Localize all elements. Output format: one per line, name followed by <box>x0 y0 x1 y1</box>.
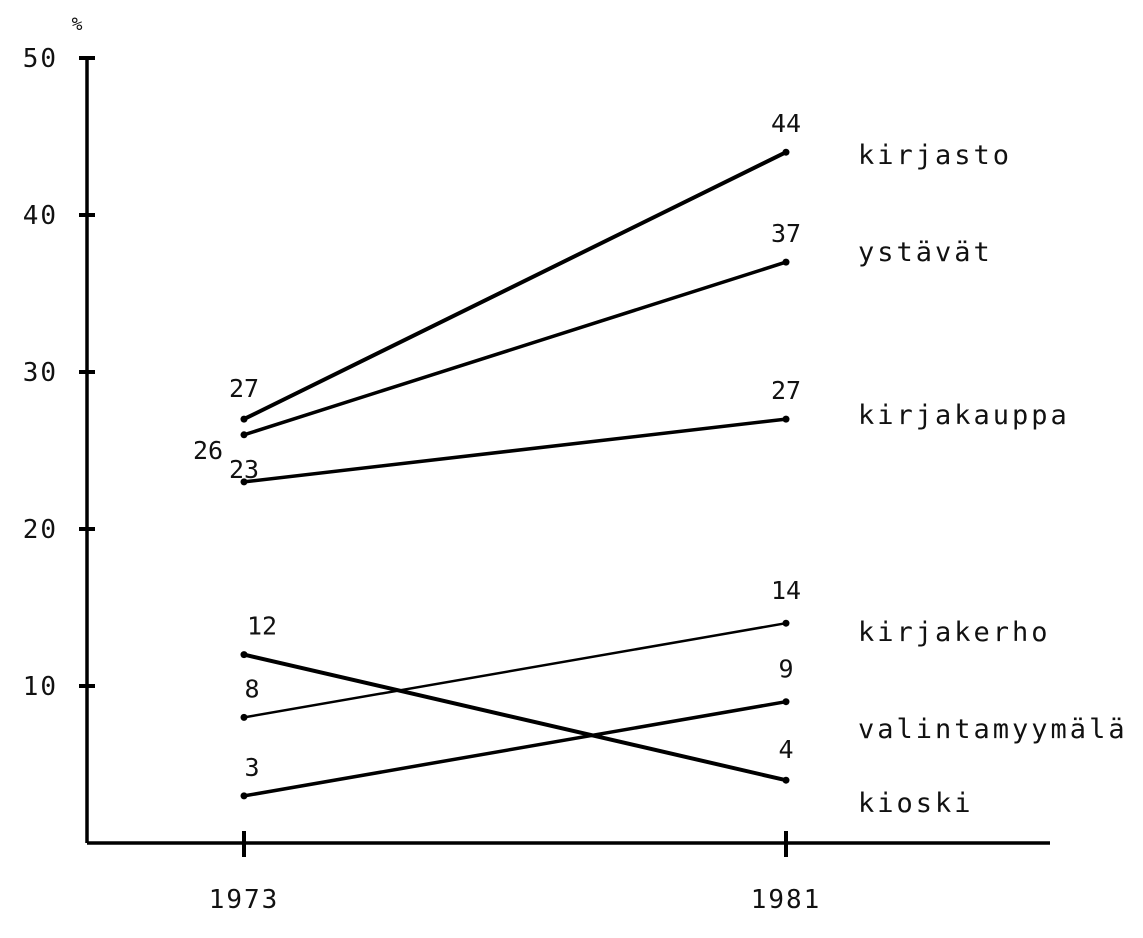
y-tick-label: 20 <box>23 515 58 545</box>
series-label: kirjakauppa <box>858 400 1070 431</box>
y-tick-label: 10 <box>23 672 58 702</box>
series-line <box>242 150 788 422</box>
data-label: 3 <box>244 753 259 782</box>
data-point <box>240 651 248 659</box>
data-label: 9 <box>778 655 793 684</box>
series-kirjakerho: 8 14 kirjakerho <box>240 576 1051 721</box>
series-line <box>242 699 788 798</box>
data-point <box>782 148 790 156</box>
data-point <box>782 619 790 627</box>
series-kirjakauppa: 23 27 kirjakauppa <box>229 376 1070 486</box>
x-tick-label: 1981 <box>751 885 822 915</box>
series-label: kirjakerho <box>858 617 1051 648</box>
data-label: 4 <box>778 735 793 764</box>
data-point <box>782 415 790 423</box>
y-tick-label: 40 <box>23 201 58 231</box>
data-label: 26 <box>193 436 223 465</box>
series-kirjasto: 27 44 kirjasto <box>229 109 1012 423</box>
series-line <box>242 621 788 719</box>
data-point <box>782 258 790 266</box>
data-label: 8 <box>244 674 259 703</box>
y-tick-label: 30 <box>23 358 58 388</box>
series-label: kioski <box>858 788 974 819</box>
data-point <box>240 415 248 423</box>
data-label: 14 <box>771 576 801 605</box>
data-label: 27 <box>229 374 259 403</box>
y-tick-label: 50 <box>23 44 58 74</box>
data-label: 12 <box>247 612 277 641</box>
data-point <box>782 776 790 784</box>
series-line <box>242 417 788 484</box>
x-tick-label: 1973 <box>209 885 280 915</box>
data-point <box>240 713 248 721</box>
data-label: 27 <box>771 376 801 405</box>
data-label: 37 <box>771 219 801 248</box>
data-point <box>240 478 248 486</box>
data-point <box>240 792 248 800</box>
series-kioski: 12 4 kioski <box>240 612 974 819</box>
series-label: kirjasto <box>858 140 1012 171</box>
data-label: 23 <box>229 455 259 484</box>
series-label: ystävät <box>858 237 993 268</box>
y-axis-unit: % <box>72 14 83 35</box>
data-point <box>782 698 790 706</box>
series-ystävät: 26 37 ystävät <box>193 219 993 465</box>
data-point <box>240 431 248 439</box>
series-line <box>242 260 788 437</box>
series-label: valintamyymälä <box>858 714 1128 745</box>
data-label: 44 <box>771 109 801 138</box>
series-valintamyymälä: 3 9 valintamyymälä <box>240 655 1128 800</box>
series-line <box>242 652 788 783</box>
